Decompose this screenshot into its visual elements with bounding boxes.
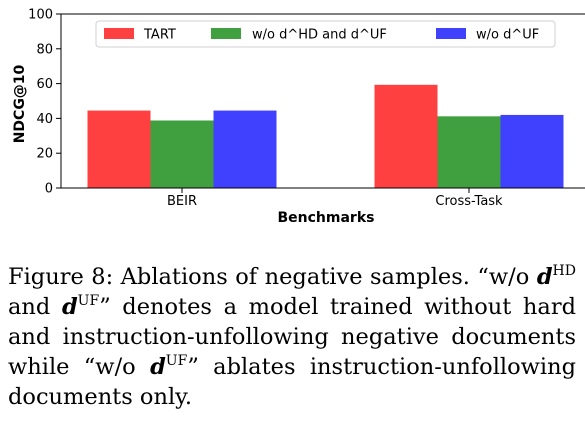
bar-cross-task-1: [437, 116, 501, 188]
legend-swatch: [436, 28, 466, 39]
y-axis-label: NDCG@10: [12, 64, 28, 143]
caption-text-3: ” ablates instruction-unfollowing docume…: [8, 354, 576, 410]
bar-group: [87, 84, 564, 188]
legend: TART w/o d^HD and d^UF w/o d^UF: [95, 20, 556, 48]
symbol-d: d: [536, 264, 553, 290]
y-axis-ticks: 0 20 40 60 80 100: [28, 8, 61, 197]
figure-caption: Figure 8: Ablations of negative samples.…: [8, 262, 576, 412]
superscript-uf: UF: [165, 353, 188, 369]
legend-swatch: [104, 28, 134, 39]
superscript-uf: UF: [77, 293, 100, 309]
caption-text-1: Ablations of negative samples. “w/o: [120, 264, 530, 290]
bar-beir-1: [150, 120, 214, 188]
bar-beir-0: [87, 110, 151, 188]
y-tick-label: 100: [28, 8, 53, 23]
symbol-d: d: [150, 354, 166, 380]
legend-label: w/o d^HD and d^UF: [252, 28, 387, 43]
x-axis-label: Benchmarks: [278, 210, 375, 226]
y-tick-label: 20: [36, 147, 53, 162]
legend-label: w/o d^UF: [476, 28, 539, 43]
bar-cross-task-0: [374, 84, 438, 188]
legend-label: TART: [143, 28, 176, 43]
y-tick-label: 0: [45, 182, 53, 197]
x-tick-label: Cross-Task: [435, 194, 503, 209]
symbol-d: d: [61, 294, 78, 320]
plot-frame: [60, 13, 585, 189]
bar-beir-2: [213, 110, 277, 188]
legend-swatch: [211, 28, 241, 39]
bar-chart: 0 20 40 60 80 100 BEIR Cross-Task NDCG@10 Benc…: [12, 8, 585, 226]
caption-and: and: [8, 294, 51, 320]
x-tick-label: BEIR: [167, 194, 197, 209]
superscript-hd: HD: [552, 263, 576, 279]
y-tick-label: 40: [36, 112, 53, 127]
caption-text-2: ” denotes a model trained without hard a…: [8, 294, 576, 380]
y-tick-label: 80: [36, 42, 53, 57]
bar-cross-task-2: [500, 114, 564, 188]
caption-label: Figure 8:: [8, 264, 114, 290]
legend-frame: [95, 20, 556, 48]
y-tick-label: 60: [36, 77, 53, 92]
x-axis-ticks: BEIR Cross-Task: [167, 188, 503, 209]
